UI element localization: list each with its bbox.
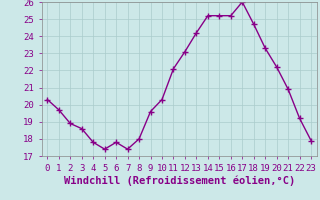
X-axis label: Windchill (Refroidissement éolien,°C): Windchill (Refroidissement éolien,°C) — [64, 175, 295, 186]
